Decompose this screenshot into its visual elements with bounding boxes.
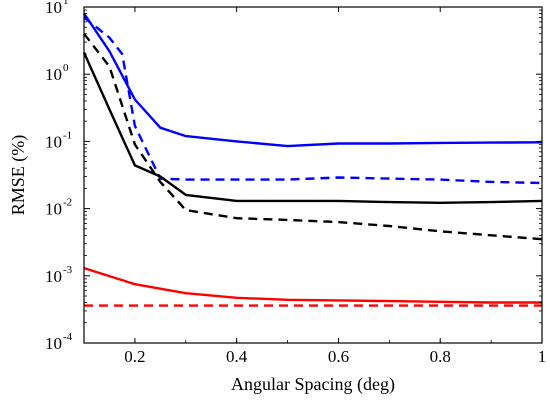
series-line-4 bbox=[83, 32, 543, 241]
x-tick-label: 0.6 bbox=[328, 347, 349, 366]
x-tick-label: 1 bbox=[538, 347, 547, 366]
x-tick-label: 0.8 bbox=[430, 347, 451, 366]
y-tick-label: 10 bbox=[45, 267, 62, 286]
series-layer bbox=[82, 12, 543, 307]
y-tick-exponent: 0 bbox=[63, 62, 69, 74]
series-line-2 bbox=[83, 16, 543, 185]
y-tick-label: 10 bbox=[45, 334, 62, 353]
plot-frame bbox=[83, 6, 543, 344]
x-tick-label: 0.4 bbox=[226, 347, 248, 366]
series-line-1 bbox=[83, 12, 543, 148]
y-tick-exponent: -1 bbox=[63, 129, 72, 141]
x-tick-label: 0.2 bbox=[124, 347, 145, 366]
series-line-3 bbox=[82, 52, 543, 205]
y-tick-exponent: 1 bbox=[63, 0, 69, 7]
y-tick-exponent: -4 bbox=[63, 331, 73, 343]
y-tick-label: 10 bbox=[45, 200, 62, 219]
y-tick-label: 10 bbox=[45, 65, 62, 84]
y-tick-label: 10 bbox=[45, 132, 62, 151]
y-tick-exponent: -3 bbox=[63, 264, 73, 276]
y-tick-exponent: -2 bbox=[63, 197, 72, 209]
y-tick-label: 10 bbox=[45, 0, 62, 17]
x-axis-label: Angular Spacing (deg) bbox=[231, 374, 395, 395]
series-line-5 bbox=[83, 266, 542, 304]
y-axis-label: RMSE (%) bbox=[8, 135, 29, 216]
